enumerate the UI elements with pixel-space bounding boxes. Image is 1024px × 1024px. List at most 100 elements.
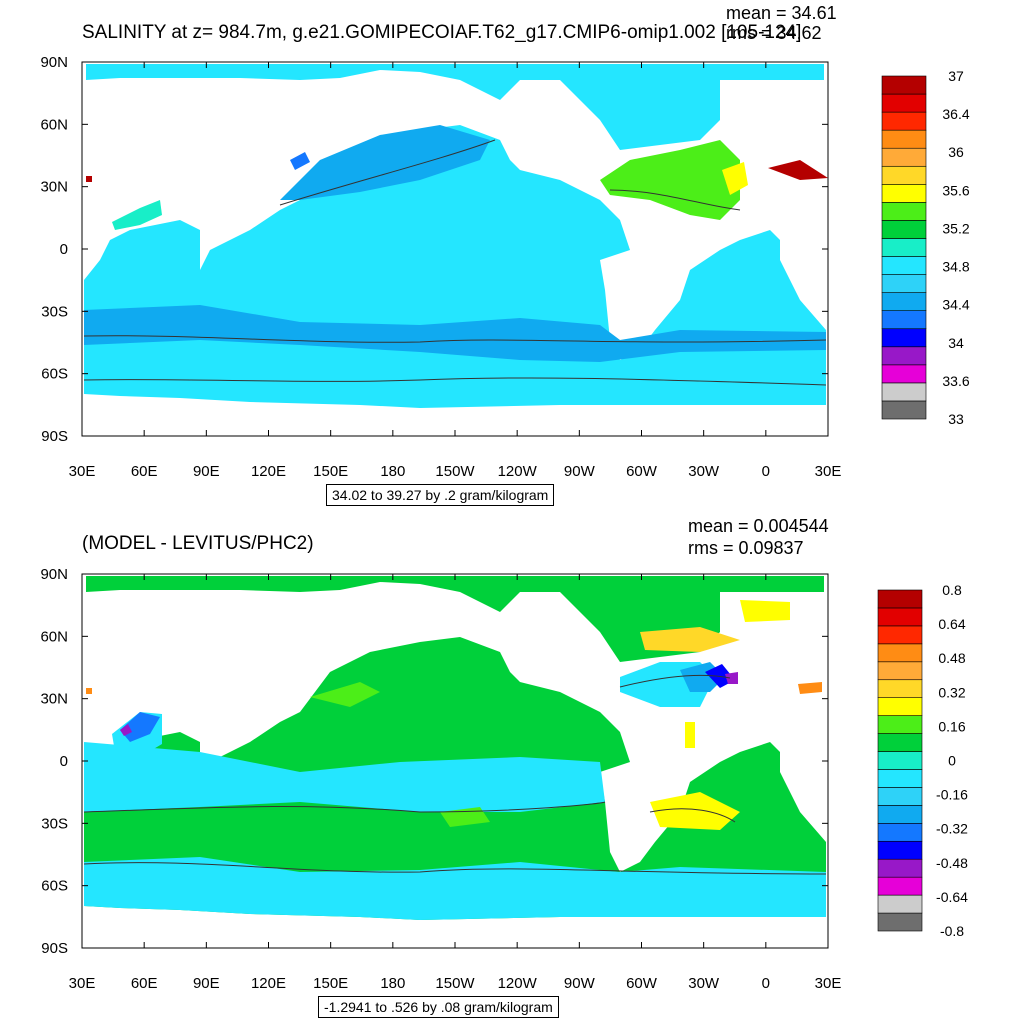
colorbar-swatch	[881, 238, 927, 257]
colorbar-swatch	[877, 823, 923, 842]
lon-tick-label: 120E	[251, 463, 286, 480]
lon-tick-label: 90W	[564, 463, 596, 480]
ocean-region	[86, 64, 824, 150]
difference-range-label: -1.2941 to .526 by .08 gram/kilogram	[318, 996, 559, 1018]
colorbar-swatch	[877, 858, 923, 878]
colorbar-swatch	[877, 589, 923, 609]
colorbar-swatch	[881, 165, 927, 185]
colorbar-label: 33.6	[942, 373, 969, 389]
colorbar-swatch	[881, 292, 927, 311]
colorbar-swatch	[881, 346, 927, 366]
ocean-region	[120, 712, 160, 742]
difference-mean: mean = 0.004544	[688, 516, 829, 536]
colorbar-swatch	[881, 328, 927, 348]
colorbar-swatch	[881, 75, 927, 95]
ocean-region	[84, 305, 826, 362]
salinity-colorbar: 33 33.6 34 34.4 34.8 35.2 35.6 36 36.4 37	[881, 68, 970, 427]
lat-tick-label: 0	[60, 241, 68, 258]
colorbar-label: 35.2	[942, 220, 969, 236]
ocean-region	[722, 162, 748, 195]
ocean-region	[725, 672, 738, 684]
colorbar-swatch	[877, 876, 923, 896]
colorbar-swatch	[877, 679, 923, 698]
lat-tick-label: 60S	[41, 366, 68, 383]
colorbar-label: 0	[948, 753, 956, 769]
colorbar-swatch	[877, 661, 923, 681]
salinity-lon-axis: 30E 60E 90E 120E 150E 180 150W 120W 90W 60W 30W 0 30…	[69, 62, 841, 480]
salinity-lat-axis: 90N 60N 30N 0 30S 60S 90S	[40, 54, 828, 445]
ocean-region	[86, 176, 92, 182]
ocean-region	[310, 682, 380, 707]
lon-tick-label: 30W	[688, 975, 720, 992]
colorbar-swatch	[877, 805, 923, 824]
difference-map-plot	[81, 573, 829, 949]
difference-lon-axis: 30E 60E 90E 120E 150E 180 150W 120W 90W 60W 30W 0 30…	[69, 574, 842, 992]
lon-tick-label: 30W	[688, 463, 720, 480]
colorbar-label: 34.8	[942, 259, 969, 275]
ocean-region	[280, 125, 490, 200]
colorbar-label: 0.64	[938, 616, 965, 632]
colorbar-label: -0.64	[936, 889, 968, 905]
ocean-region	[84, 742, 605, 812]
colorbar-label: 0.16	[938, 718, 965, 734]
colorbar-swatch	[881, 310, 927, 330]
lon-tick-label: 150W	[435, 463, 475, 480]
colorbar-label: 37	[948, 68, 964, 84]
lon-tick-label: 90E	[193, 975, 220, 992]
colorbar-swatch	[877, 607, 923, 627]
ocean-region	[640, 627, 740, 652]
colorbar-swatch	[877, 625, 923, 645]
colorbar-swatch	[877, 787, 923, 806]
difference-rms: rms = 0.09837	[688, 538, 804, 558]
contour-line	[649, 808, 736, 823]
ocean-region	[112, 200, 162, 230]
salinity-map: 30E 60E 90E 120E 150E 180 150W 120W 90W 60W 30W 0 30…	[40, 54, 970, 480]
salinity-range-label: 34.02 to 39.27 by .2 gram/kilogram	[326, 484, 555, 506]
colorbar-label: 0.48	[938, 650, 965, 666]
lon-tick-label: 90E	[193, 463, 220, 480]
contour-line	[609, 189, 741, 211]
difference-title: (MODEL - LEVITUS/PHC2)	[82, 533, 314, 554]
colorbar-swatch	[881, 111, 927, 131]
colorbar-swatch	[881, 147, 927, 167]
ocean-region	[798, 682, 822, 694]
lon-tick-label: 30E	[69, 975, 96, 992]
colorbar-label: 0.8	[942, 582, 962, 598]
salinity-title: SALINITY at z= 984.7m, g.e21.GOMIPECOIAF…	[82, 22, 802, 43]
lon-tick-label: 120W	[498, 463, 538, 480]
colorbar-swatch	[881, 220, 927, 239]
lat-tick-label: 90S	[41, 940, 68, 957]
lon-tick-label: 60E	[131, 975, 158, 992]
lon-tick-label: 90W	[564, 975, 596, 992]
lon-tick-label: 120W	[498, 975, 538, 992]
lon-tick-label: 30E	[69, 463, 96, 480]
lon-tick-label: 120E	[251, 975, 286, 992]
contour-line	[83, 377, 827, 386]
colorbar-swatch	[881, 129, 927, 149]
ocean-region	[84, 857, 826, 920]
ocean-region	[740, 600, 790, 622]
lat-tick-label: 60N	[40, 116, 68, 133]
lon-tick-label: 60E	[131, 463, 158, 480]
difference-colorbar: -0.8 -0.64 -0.48 -0.32 -0.16 0 0.16 0.32 0.48 0.6…	[877, 582, 968, 939]
salinity-panel: SALINITY at z= 984.7m, g.e21.GOMIPECOIAF…	[40, 4, 970, 506]
salinity-map-plot	[81, 61, 829, 437]
lat-tick-label: 90N	[40, 54, 68, 71]
lat-tick-label: 90N	[40, 566, 68, 583]
ocean-region	[685, 722, 695, 748]
lat-tick-label: 90S	[41, 428, 68, 445]
colorbar-label: -0.48	[936, 855, 968, 871]
ocean-region	[120, 724, 132, 736]
ocean-region	[600, 140, 740, 220]
colorbar-label: 35.6	[942, 182, 969, 198]
colorbar-label: 0.32	[938, 684, 965, 700]
colorbar-swatch	[881, 256, 927, 275]
lon-tick-label: 30E	[815, 975, 842, 992]
colorbar-swatch	[881, 364, 927, 384]
contour-line	[279, 139, 496, 206]
colorbar-swatch	[881, 274, 927, 293]
salinity-rms: rms = 34.62	[726, 23, 822, 43]
ocean-region	[290, 152, 310, 170]
colorbar-label: 36.4	[942, 106, 969, 122]
colorbar-swatch	[877, 769, 923, 788]
